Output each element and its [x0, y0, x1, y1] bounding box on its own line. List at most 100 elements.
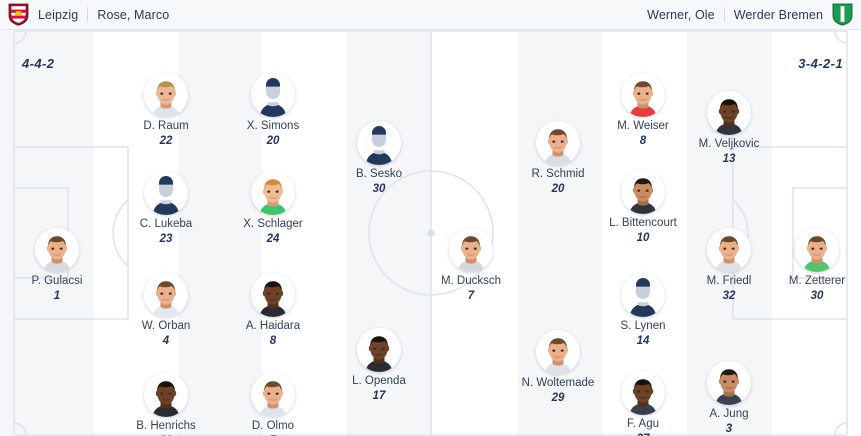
player-number: 8 — [269, 335, 277, 347]
player-name: L. Openda — [352, 375, 406, 387]
player-card[interactable]: B. Henrichs39 — [111, 373, 221, 436]
player-number: 20 — [551, 183, 565, 195]
player-card[interactable]: M. Ducksch 7 — [416, 228, 526, 303]
player-card[interactable]: M. Zetterer 30 — [762, 228, 861, 303]
player-number: 14 — [636, 335, 650, 347]
player-avatar[interactable] — [35, 228, 79, 272]
player-card[interactable]: N. Woltemade 29 — [503, 330, 613, 405]
player-name: W. Orban — [141, 320, 191, 332]
player-card[interactable]: P. Gulacsi 1 — [2, 228, 112, 303]
player-name: F. Agu — [627, 418, 659, 430]
home-team-block: Leipzig Rose, Marco — [0, 3, 169, 26]
player-card[interactable]: B. Sesko 30 — [324, 121, 434, 196]
player-card[interactable]: M. Friedl 32 — [674, 228, 784, 303]
away-team-name: Werder Bremen — [733, 7, 823, 22]
player-name: P. Gulacsi — [31, 275, 83, 287]
player-avatar[interactable] — [707, 228, 751, 272]
player-card[interactable]: X. Schlager 24 — [218, 171, 328, 246]
player-number: 7 — [467, 290, 475, 302]
player-card[interactable]: C. Lukeba 23 — [111, 171, 221, 246]
player-avatar[interactable] — [357, 328, 401, 372]
player-avatar[interactable] — [621, 371, 665, 415]
player-name: B. Henrichs — [136, 420, 196, 432]
player-avatar[interactable] — [144, 373, 188, 417]
player-avatar[interactable] — [144, 171, 188, 215]
player-number: 32 — [722, 290, 736, 302]
player-avatar[interactable] — [536, 121, 580, 165]
player-card[interactable]: A. Jung 3 — [674, 361, 784, 436]
player-name: R. Schmid — [531, 168, 585, 180]
player-card[interactable]: R. Schmid 20 — [503, 121, 613, 196]
player-avatar[interactable] — [251, 73, 295, 117]
player-avatar[interactable] — [144, 73, 188, 117]
player-name: S. Lynen — [620, 320, 666, 332]
player-name: X. Simons — [246, 120, 300, 132]
leipzig-crest-icon — [8, 3, 29, 26]
player-avatar[interactable] — [449, 228, 493, 272]
pitch-markings — [13, 30, 848, 436]
player-avatar[interactable] — [795, 228, 839, 272]
home-formation-label: 4-4-2 — [22, 56, 55, 71]
player-avatar[interactable] — [621, 273, 665, 317]
player-card[interactable]: X. Simons 20 — [218, 73, 328, 148]
player-number: 29 — [551, 392, 565, 404]
match-header: Leipzig Rose, Marco Werner, Ole Werder B… — [0, 0, 861, 30]
player-card[interactable]: A. Haidara 8 — [218, 273, 328, 348]
home-divider-icon — [87, 7, 89, 22]
player-number: 1 — [53, 290, 61, 302]
player-avatar[interactable] — [707, 91, 751, 135]
player-number: 30 — [810, 290, 824, 302]
player-number: 22 — [159, 135, 173, 147]
player-name: X. Schlager — [243, 218, 303, 230]
player-number: 20 — [266, 135, 280, 147]
player-card[interactable]: L. Openda 17 — [324, 328, 434, 403]
player-name: A. Jung — [709, 408, 749, 420]
player-number: 27 — [588, 433, 698, 436]
pitch: 4-4-2 3-4-2-1 P. Gulacsi 1 D. Raum 22 C. Luk… — [0, 30, 861, 436]
away-team-block: Werner, Ole Werder Bremen — [647, 3, 861, 26]
player-card[interactable]: L. Bittencourt 10 — [588, 170, 698, 245]
player-name: N. Woltemade — [521, 377, 595, 389]
player-avatar[interactable] — [536, 330, 580, 374]
player-number: 30 — [372, 183, 386, 195]
player-avatar[interactable] — [251, 171, 295, 215]
player-avatar[interactable] — [144, 273, 188, 317]
player-number: 3 — [725, 423, 733, 435]
player-card[interactable]: D. Olmo7 — [218, 373, 328, 436]
pitch-stripe — [178, 30, 262, 436]
player-number: 8 — [639, 135, 647, 147]
player-name: L. Bittencourt — [609, 217, 677, 229]
player-name: M. Friedl — [706, 275, 752, 287]
player-name: M. Veljkovic — [698, 138, 760, 150]
player-number: 24 — [266, 233, 280, 245]
player-card[interactable]: W. Orban 4 — [111, 273, 221, 348]
player-card[interactable]: F. Agu 27 — [588, 371, 698, 436]
player-name: A. Haidara — [245, 320, 301, 332]
away-formation-label: 3-4-2-1 — [798, 56, 843, 71]
player-number: 17 — [372, 390, 386, 402]
player-name: C. Lukeba — [139, 218, 193, 230]
player-card[interactable]: M. Weiser 8 — [588, 73, 698, 148]
player-avatar[interactable] — [251, 373, 295, 417]
player-card[interactable]: M. Veljkovic 13 — [674, 91, 784, 166]
player-avatar[interactable] — [621, 170, 665, 214]
player-avatar[interactable] — [357, 121, 401, 165]
home-coach-name: Rose, Marco — [97, 7, 170, 22]
player-name: D. Raum — [143, 120, 189, 132]
player-avatar[interactable] — [621, 73, 665, 117]
player-card[interactable]: D. Raum 22 — [111, 73, 221, 148]
away-divider-icon — [723, 7, 725, 22]
player-number: 10 — [636, 232, 650, 244]
player-avatar[interactable] — [707, 361, 751, 405]
player-name: B. Sesko — [355, 168, 403, 180]
player-name: M. Ducksch — [440, 275, 502, 287]
player-name: M. Weiser — [617, 120, 669, 132]
player-avatar[interactable] — [251, 273, 295, 317]
away-coach-name: Werner, Ole — [647, 7, 715, 22]
player-number: 13 — [722, 153, 736, 165]
player-name: M. Zetterer — [788, 275, 846, 287]
player-name: D. Olmo — [251, 420, 295, 432]
player-card[interactable]: S. Lynen 14 — [588, 273, 698, 348]
werder-bremen-crest-icon — [832, 3, 853, 26]
